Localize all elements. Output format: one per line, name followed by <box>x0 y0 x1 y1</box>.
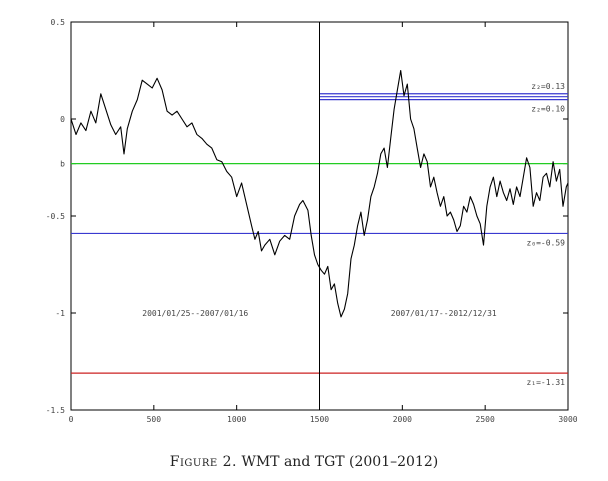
period-label: 2007/01/17--2012/12/31 <box>391 309 497 318</box>
x-tick-label: 3000 <box>558 415 577 424</box>
x-tick-label: 2500 <box>476 415 495 424</box>
period-label: 2001/01/25--2007/01/16 <box>142 309 248 318</box>
figure-caption: Figure 2. WMT and TGT (2001–2012) <box>0 454 608 470</box>
reference-line-label: z₂=0.10 <box>531 105 565 114</box>
x-tick-label: 1500 <box>310 415 329 424</box>
x-tick-label: 500 <box>147 415 162 424</box>
y-tick-label: 0.5 <box>51 18 66 27</box>
reference-line-label: z₂=0.13 <box>531 82 565 91</box>
figure-title: WMT and TGT (2001–2012) <box>241 454 439 470</box>
x-tick-label: 0 <box>69 415 74 424</box>
y-tick-label: -0.5 <box>46 212 65 221</box>
figure-label: Figure 2. <box>169 454 237 470</box>
y-tick-label: -1.5 <box>46 406 65 415</box>
price-series-line <box>70 69 569 318</box>
y-tick-label: 0 <box>60 115 65 124</box>
y-tick-label: -1 <box>55 309 65 318</box>
y-tick-label: b <box>60 160 65 169</box>
x-tick-label: 2000 <box>393 415 412 424</box>
reference-line-label: z₁=-1.31 <box>526 378 565 387</box>
reference-line-label: z₀=-0.59 <box>526 238 565 247</box>
chart: 0 500 1000 1500 2000 2500 3000 0.5 0 b -0.5 -1 -1.5 z… <box>46 18 578 424</box>
x-tick-label: 1000 <box>227 415 246 424</box>
